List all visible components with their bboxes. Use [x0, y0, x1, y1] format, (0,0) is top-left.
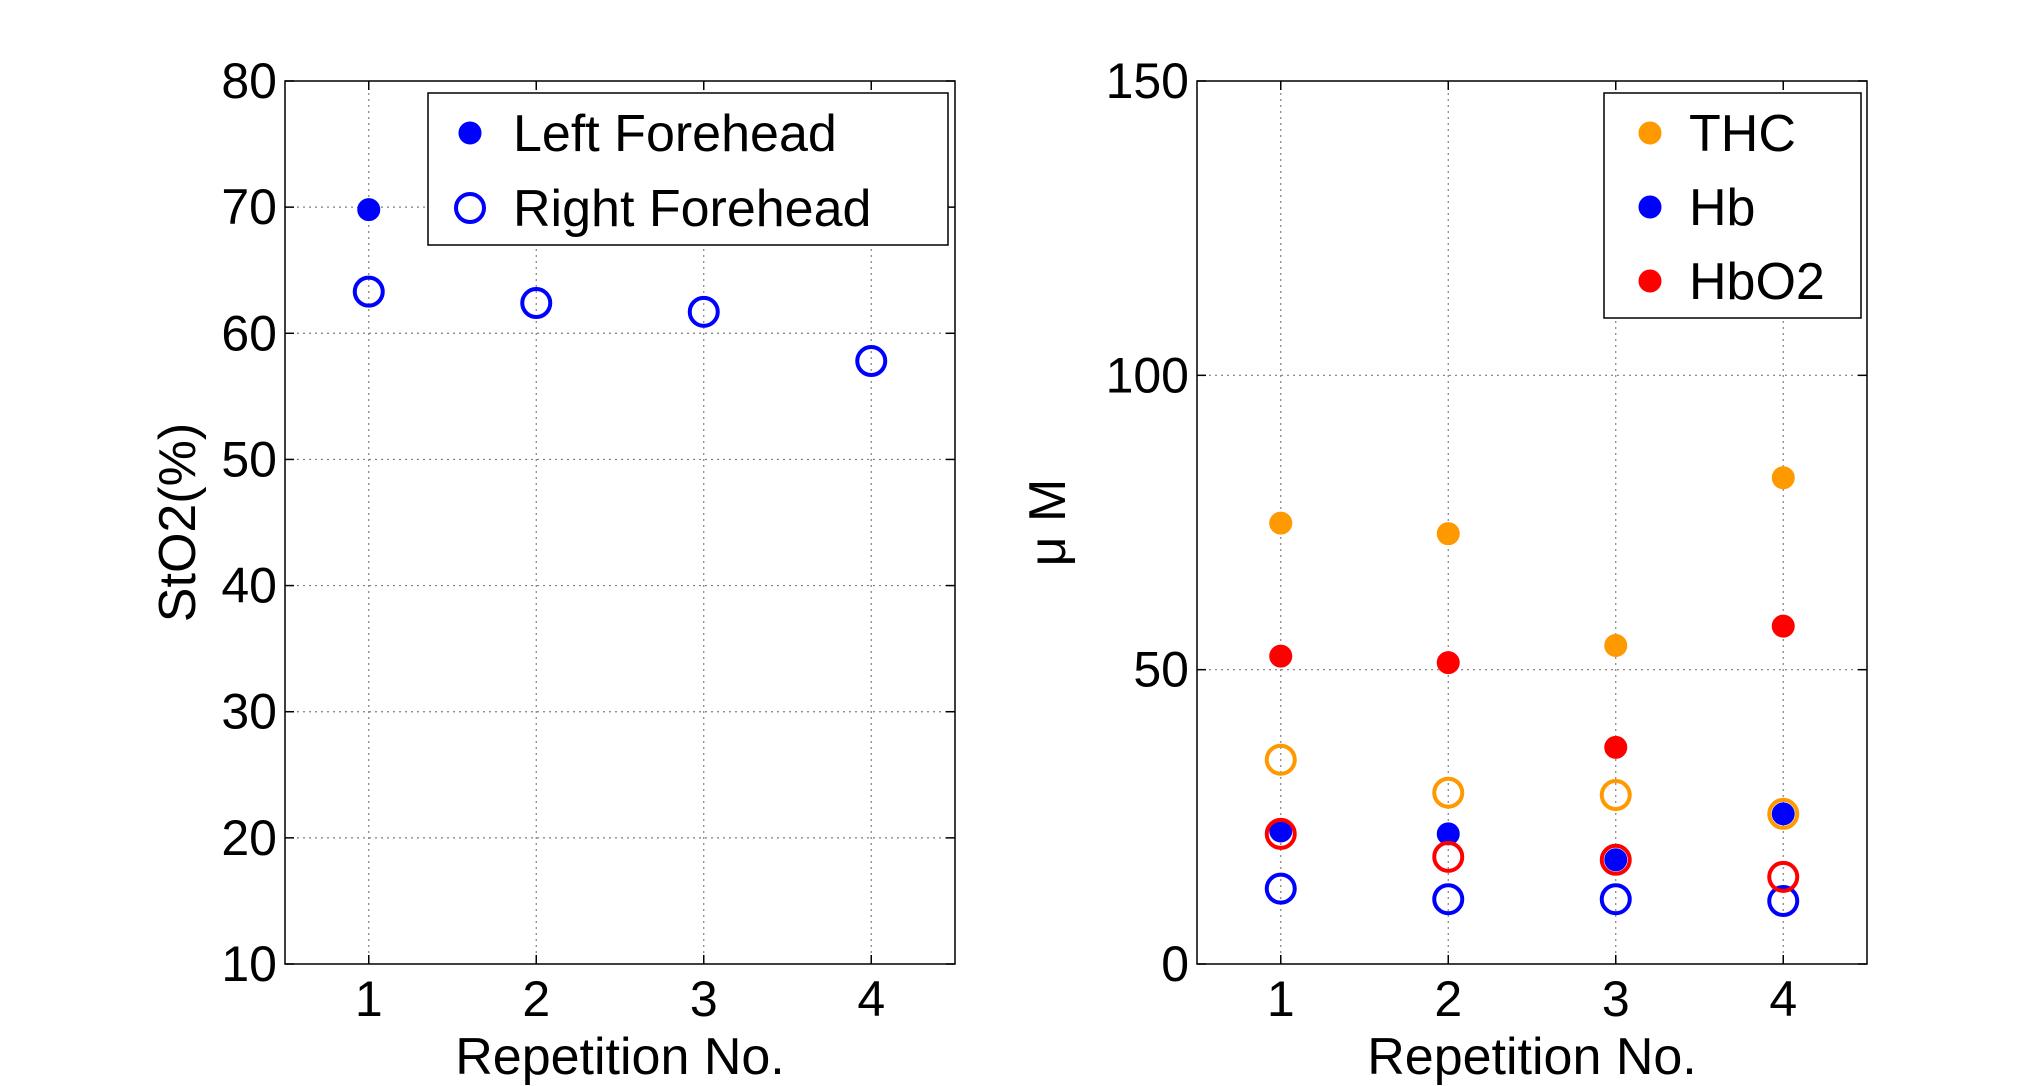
- data-point: [1604, 735, 1628, 759]
- legend-marker: [1638, 195, 1662, 219]
- y-tick-label: 70: [221, 179, 277, 235]
- series-0: [357, 198, 381, 222]
- series-4: [1264, 872, 1800, 918]
- legend-marker: [458, 121, 482, 145]
- data-point: [1436, 651, 1460, 675]
- data-point: [357, 198, 381, 222]
- legend-marker: [1638, 121, 1662, 145]
- legend-box: [427, 92, 949, 246]
- legend-label: HbO2: [1689, 253, 1825, 311]
- legend-marker: [454, 192, 486, 224]
- data-point: [1432, 883, 1465, 916]
- y-tick-label: 60: [221, 305, 277, 361]
- data-point: [1436, 522, 1460, 546]
- series-3: [1264, 743, 1800, 830]
- data-point: [1264, 817, 1297, 850]
- series-5: [1264, 817, 1800, 893]
- y-tick-label: 100: [1106, 347, 1189, 403]
- data-point: [1269, 644, 1293, 668]
- data-point: [1771, 466, 1795, 490]
- x-tick-label: 1: [355, 971, 383, 1027]
- x-tick-label: 3: [1602, 971, 1630, 1027]
- data-point: [1604, 634, 1628, 658]
- data-point: [1604, 848, 1628, 872]
- y-tick-label: 0: [1161, 936, 1189, 992]
- x-axis-label: Repetition No.: [455, 1028, 785, 1086]
- data-point: [1767, 797, 1800, 830]
- data-point: [1432, 776, 1465, 809]
- series-1: [352, 275, 888, 378]
- data-point: [1771, 614, 1795, 638]
- y-tick-label: 50: [1133, 642, 1189, 698]
- legend-label: Hb: [1689, 179, 1755, 237]
- data-point: [1269, 511, 1293, 535]
- right-chart-concentration: 1 2 3 4 0 50 100 150 Repetition No. μ M THC Hb HbO2: [1019, 53, 1868, 1086]
- y-axis-label: StO2(%): [149, 423, 207, 622]
- y-tick-label: 40: [221, 558, 277, 614]
- x-tick-label: 3: [690, 971, 718, 1027]
- plot-frame: [1196, 80, 1868, 965]
- data-point: [1436, 822, 1460, 846]
- left-chart-stO2: 1 2 3 4 10 20 30 40 50 60 70 80 Repetition No. StO2(%…: [149, 53, 956, 1086]
- data-point: [1599, 883, 1632, 916]
- x-axis-label: Repetition No.: [1367, 1028, 1697, 1086]
- data-point: [1432, 840, 1465, 873]
- data-point: [1767, 860, 1800, 893]
- y-tick-label: 50: [221, 431, 277, 487]
- y-tick-label: 150: [1106, 53, 1189, 109]
- legend-label: Left Forehead: [513, 105, 837, 163]
- data-point: [1599, 843, 1632, 876]
- x-tick-label: 4: [1769, 971, 1797, 1027]
- x-tick-label: 2: [1434, 971, 1462, 1027]
- series-2: [1269, 614, 1795, 759]
- data-point: [1771, 802, 1795, 826]
- series-0: [1269, 466, 1795, 658]
- data-point: [1264, 872, 1297, 905]
- y-tick-label: 10: [221, 936, 277, 992]
- data-point: [1767, 885, 1800, 918]
- data-point: [352, 275, 385, 308]
- legend: THC Hb HbO2: [1603, 92, 1862, 319]
- legend-label: THC: [1689, 105, 1796, 163]
- data-point: [1264, 743, 1297, 776]
- x-tick-label: 4: [857, 971, 885, 1027]
- plot-frame: [284, 80, 956, 965]
- x-tick-label: 2: [522, 971, 550, 1027]
- legend: Left Forehead Right Forehead: [427, 92, 949, 246]
- x-tick-label: 1: [1267, 971, 1295, 1027]
- data-point: [1599, 779, 1632, 812]
- y-tick-label: 80: [221, 53, 277, 109]
- legend-label: Right Forehead: [513, 180, 871, 238]
- y-axis-label: μ M: [1019, 479, 1077, 567]
- series-1: [1269, 802, 1795, 872]
- y-tick-label: 20: [221, 810, 277, 866]
- data-point: [520, 287, 553, 320]
- y-tick-label: 30: [221, 684, 277, 740]
- data-point: [687, 295, 720, 328]
- legend-marker: [1638, 269, 1662, 293]
- data-point: [855, 345, 888, 378]
